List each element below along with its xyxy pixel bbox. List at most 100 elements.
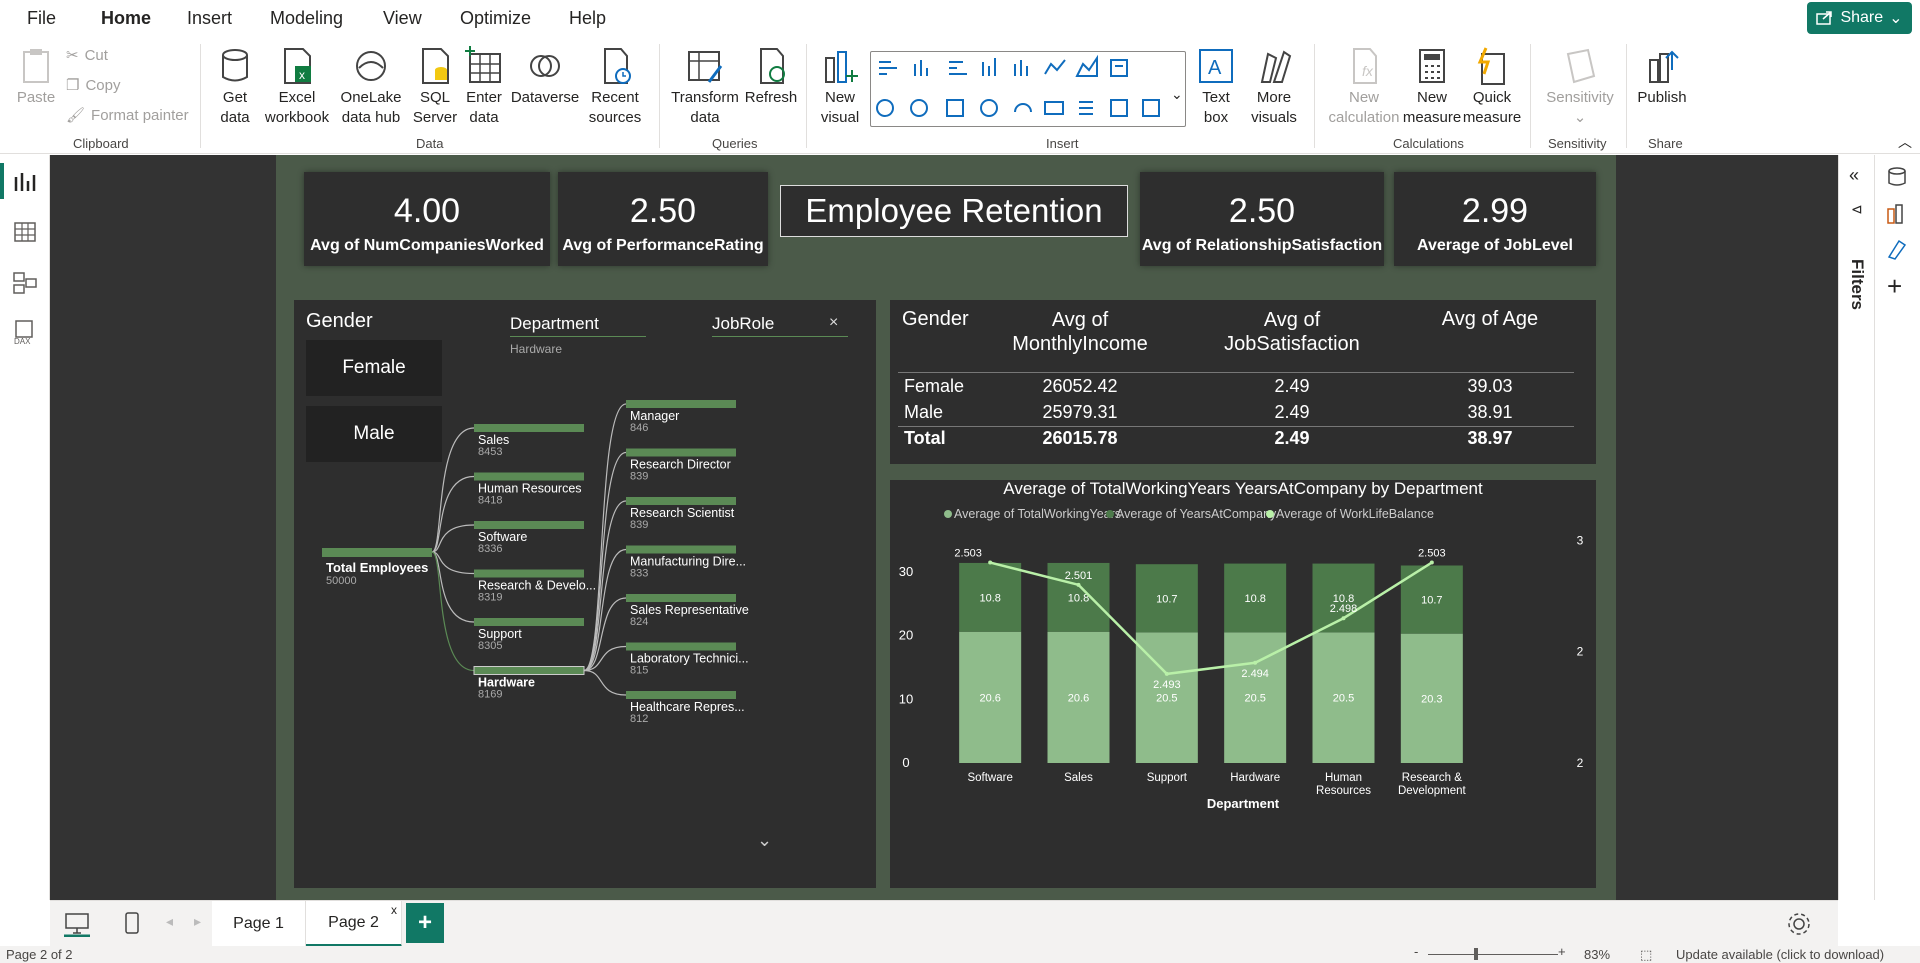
- sensitivity-button[interactable]: Sensitivity ⌄: [1540, 46, 1620, 128]
- menu-file[interactable]: File: [27, 8, 57, 28]
- table-view-icon[interactable]: [12, 219, 38, 245]
- bar-total-working-years[interactable]: [1400, 633, 1463, 763]
- tab-page-1[interactable]: Page 1: [212, 901, 306, 947]
- paste-button[interactable]: Paste: [14, 46, 58, 108]
- tree-node-bar-role[interactable]: [626, 545, 736, 554]
- enter-data-button[interactable]: Enter data: [462, 46, 506, 128]
- refresh-button[interactable]: Refresh: [744, 46, 798, 108]
- text-box-button[interactable]: A Text box: [1194, 46, 1238, 128]
- tree-node-bar-dept[interactable]: [473, 666, 585, 675]
- desktop-layout-icon[interactable]: [64, 911, 90, 937]
- bar-years-at-company[interactable]: [1312, 563, 1375, 633]
- tree-department-header[interactable]: Department: [510, 314, 646, 337]
- new-measure-button[interactable]: New measure: [1403, 46, 1461, 128]
- scroll-down-chevron-icon[interactable]: ⌄: [757, 830, 773, 850]
- line-work-life-balance[interactable]: [989, 561, 1433, 676]
- quick-measure-button[interactable]: Quick measure: [1462, 46, 1522, 128]
- kpi-card-relationship-satisfaction[interactable]: 2.50 Avg of RelationshipSatisfaction: [1140, 172, 1384, 266]
- bar-years-at-company[interactable]: [1135, 564, 1198, 633]
- format-pane-icon[interactable]: [1885, 237, 1909, 261]
- tree-node-bar-dept[interactable]: [474, 618, 584, 626]
- next-page-arrow-icon[interactable]: ▸: [194, 913, 202, 929]
- menu-modeling[interactable]: Modeling: [270, 8, 344, 28]
- close-icon[interactable]: ×: [829, 314, 839, 331]
- tree-node-bar-dept[interactable]: [474, 569, 584, 578]
- bar-total-working-years[interactable]: [1312, 632, 1375, 763]
- add-page-button[interactable]: +: [406, 903, 444, 943]
- legend-label[interactable]: Average of YearsAtCompany: [1116, 507, 1277, 521]
- new-visual-button[interactable]: New visual: [818, 46, 862, 128]
- bar-years-at-company[interactable]: [959, 562, 1022, 632]
- zoom-slider-thumb[interactable]: [1474, 948, 1478, 960]
- tree-node-bar-role[interactable]: [626, 497, 736, 505]
- dataverse-button[interactable]: Dataverse: [508, 46, 582, 108]
- close-tab-icon[interactable]: x: [391, 903, 397, 917]
- tree-node-bar-dept[interactable]: [474, 521, 584, 529]
- recent-sources-button[interactable]: Recent sources: [580, 46, 650, 128]
- expand-chevron-icon[interactable]: «: [1849, 165, 1860, 185]
- sql-server-button[interactable]: SQL Server: [412, 46, 458, 128]
- gallery-expand-chevron-icon[interactable]: ⌄: [1171, 86, 1183, 102]
- tree-node-bar-role[interactable]: [626, 400, 736, 408]
- collapse-ribbon-chevron-icon[interactable]: ︿: [1898, 134, 1912, 150]
- line-point[interactable]: [1253, 660, 1258, 665]
- kpi-card-performance-rating[interactable]: 2.50 Avg of PerformanceRating: [558, 172, 768, 266]
- zoom-slider[interactable]: [1428, 954, 1558, 955]
- tree-jobrole-header[interactable]: JobRole: [712, 314, 848, 337]
- dax-query-view-icon[interactable]: DAX: [12, 319, 38, 345]
- legend-label[interactable]: Average of TotalWorkingYears: [954, 507, 1121, 521]
- model-view-icon[interactable]: [12, 269, 38, 295]
- bar-total-working-years[interactable]: [1224, 632, 1287, 763]
- onelake-button[interactable]: OneLake data hub: [336, 46, 406, 128]
- line-point[interactable]: [1341, 616, 1346, 621]
- kpi-card-job-level[interactable]: 2.99 Average of JobLevel: [1394, 172, 1596, 266]
- new-calculation-button[interactable]: fx New calculation: [1324, 46, 1404, 128]
- tree-node-bar-role[interactable]: [626, 642, 736, 651]
- format-painter-button[interactable]: 🖌 Format painter: [66, 106, 189, 125]
- bar-total-working-years[interactable]: [959, 631, 1022, 763]
- cut-button[interactable]: ✂ Cut: [66, 46, 108, 65]
- update-notice[interactable]: Update available (click to download): [1676, 947, 1885, 962]
- add-pane-icon[interactable]: +: [1887, 271, 1903, 301]
- tree-node-bar-role[interactable]: [626, 594, 736, 602]
- copy-button[interactable]: ❐ Copy: [66, 76, 120, 95]
- tree-node-bar-root[interactable]: [322, 548, 432, 557]
- bar-years-at-company[interactable]: [1047, 562, 1110, 632]
- bar-years-at-company[interactable]: [1224, 563, 1287, 633]
- publish-button[interactable]: Publish: [1634, 46, 1690, 108]
- visualizations-pane-icon[interactable]: [1885, 201, 1909, 225]
- filters-pane-collapsed[interactable]: « ⊲ Filters: [1839, 155, 1875, 900]
- excel-workbook-button[interactable]: x Excel workbook: [262, 46, 332, 128]
- zoom-out-icon[interactable]: -: [1414, 944, 1419, 959]
- tree-node-bar-dept[interactable]: [474, 424, 584, 432]
- transform-data-button[interactable]: Transform data: [670, 46, 740, 128]
- report-title[interactable]: Employee Retention: [780, 185, 1128, 237]
- line-point[interactable]: [1164, 671, 1169, 676]
- line-point[interactable]: [1429, 560, 1434, 565]
- share-button[interactable]: Share ⌄: [1807, 2, 1912, 34]
- menu-help[interactable]: Help: [569, 8, 607, 28]
- tree-node-bar-dept[interactable]: [474, 472, 584, 481]
- line-point[interactable]: [988, 560, 993, 565]
- zoom-in-icon[interactable]: +: [1558, 944, 1566, 959]
- fit-to-page-icon[interactable]: ⬚: [1640, 947, 1653, 962]
- menu-insert[interactable]: Insert: [187, 8, 233, 28]
- slicer-option-female[interactable]: Female: [306, 340, 442, 396]
- slicer-option-male[interactable]: Male: [306, 406, 442, 462]
- menu-home[interactable]: Home: [101, 8, 152, 28]
- more-visuals-button[interactable]: More visuals: [1244, 46, 1304, 128]
- menu-view[interactable]: View: [383, 8, 422, 28]
- data-pane-icon[interactable]: [1885, 165, 1909, 189]
- settings-gear-icon[interactable]: [1786, 911, 1812, 937]
- report-view-icon[interactable]: [12, 169, 38, 195]
- prev-page-arrow-icon[interactable]: ◂: [166, 913, 174, 929]
- tree-node-bar-role[interactable]: [626, 448, 736, 457]
- tab-page-2[interactable]: Page 2 x: [306, 901, 402, 947]
- menu-optimize[interactable]: Optimize: [460, 8, 532, 28]
- bar-total-working-years[interactable]: [1047, 631, 1110, 763]
- legend-label[interactable]: Average of WorkLifeBalance: [1276, 507, 1434, 521]
- mobile-layout-icon[interactable]: [122, 911, 142, 937]
- kpi-card-num-companies[interactable]: 4.00 Avg of NumCompaniesWorked: [304, 172, 550, 266]
- get-data-button[interactable]: Get data: [210, 46, 260, 128]
- line-point[interactable]: [1076, 582, 1081, 587]
